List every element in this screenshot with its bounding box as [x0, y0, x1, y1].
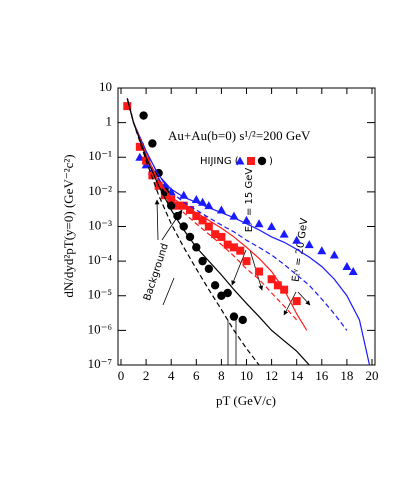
point [148, 171, 157, 180]
point [204, 222, 213, 231]
curve [126, 98, 260, 365]
x-tick-label: 2 [143, 368, 150, 383]
x-tick-label: 8 [218, 368, 225, 383]
point [279, 229, 289, 238]
point [342, 261, 352, 270]
point [217, 232, 226, 241]
curve [126, 98, 348, 331]
y-tick-label: 10⁻⁷ [88, 356, 112, 371]
point [167, 201, 176, 210]
x-tick-label: 4 [168, 368, 175, 383]
point [192, 212, 201, 221]
point [179, 222, 188, 231]
annotation: Eₜᵞ = 15 GeV [244, 168, 255, 233]
point [292, 235, 302, 244]
point [236, 246, 245, 255]
x-tick-label: 12 [265, 368, 278, 383]
annotation: Background [142, 242, 171, 302]
point [123, 102, 132, 111]
x-tick-label: 6 [193, 368, 200, 383]
y-tick-label: 10 [99, 79, 112, 94]
y-tick-label: 10⁻¹ [88, 148, 112, 163]
point [229, 243, 238, 252]
point [267, 222, 277, 230]
point [139, 111, 148, 120]
point [238, 315, 247, 325]
x-tick-label: 16 [315, 368, 329, 383]
point [186, 205, 195, 214]
legend-marker [247, 157, 255, 165]
point [229, 312, 239, 321]
chart-title: Au+Au(b=0) s¹/²=200 GeV [168, 128, 311, 143]
x-tick-label: 10 [240, 368, 253, 383]
y-tick-label: 10⁻⁶ [88, 321, 112, 336]
point [267, 275, 276, 284]
point [210, 281, 220, 290]
point [229, 211, 239, 220]
y-tick-label: 1 [106, 114, 113, 129]
y-tick-label: 10⁻² [88, 183, 112, 198]
x-tick-label: 14 [290, 368, 304, 383]
point [148, 139, 157, 148]
x-axis-label: pT (GeV/c) [216, 393, 276, 408]
point [204, 264, 214, 274]
y-axis-label: dN/dyd²pT(y=0) (GeV⁻²c²) [61, 154, 76, 297]
point [179, 190, 189, 199]
legend-title: HIJING ( [200, 156, 239, 167]
point [242, 215, 251, 224]
point [198, 216, 207, 225]
point [292, 297, 301, 306]
point [242, 257, 251, 266]
point [304, 240, 314, 249]
point [348, 267, 358, 276]
point [329, 250, 339, 259]
curve [126, 98, 298, 321]
point [273, 281, 282, 290]
legend-close: ) [269, 156, 273, 167]
y-tick-label: 10⁻³ [88, 217, 112, 232]
point [135, 142, 144, 151]
x-tick-label: 20 [366, 368, 379, 383]
x-tick-label: 0 [118, 368, 125, 383]
point [167, 195, 176, 204]
point [217, 291, 226, 300]
point [254, 219, 264, 228]
curve [126, 98, 310, 365]
y-tick-label: 10⁻⁴ [88, 252, 113, 267]
x-tick-label: 18 [340, 368, 353, 383]
y-tick-label: 10⁻⁵ [88, 287, 112, 302]
point [135, 152, 145, 161]
point [223, 288, 232, 298]
point [211, 230, 220, 239]
point [198, 256, 207, 266]
point [173, 211, 182, 221]
point [255, 267, 264, 276]
point [223, 240, 232, 249]
legend-marker [235, 156, 245, 165]
legend-marker [257, 156, 267, 166]
point [317, 246, 327, 255]
point [173, 201, 182, 210]
